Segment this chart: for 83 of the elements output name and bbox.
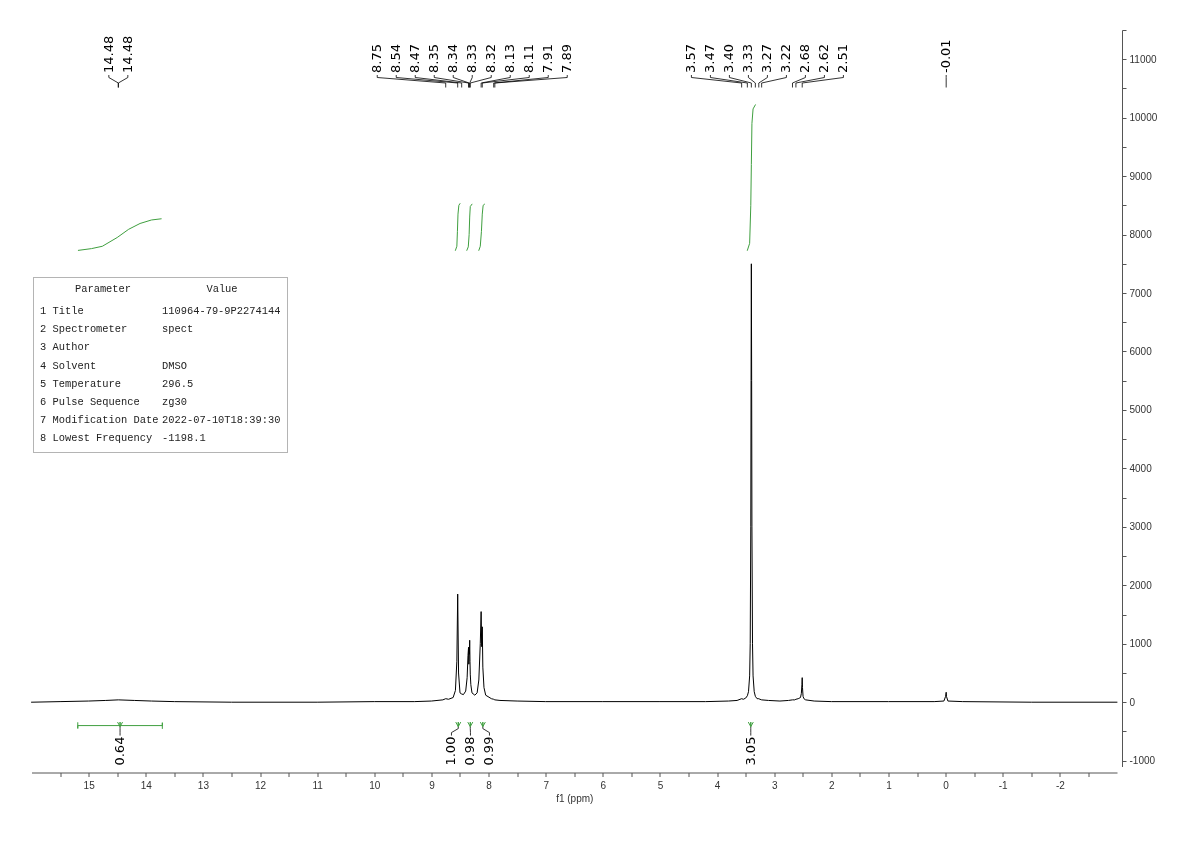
x-tick-label: 7 [543,780,550,791]
x-tick-label: 14 [140,780,153,791]
annotation: 8.35 [426,44,442,73]
annotation: Value [205,283,239,295]
x-tick-label: -2 [1055,780,1066,791]
annotation: 8.11 [521,44,537,73]
annotation: 8.34 [445,44,461,73]
x-tick-label: 9 [429,780,436,791]
y-tick-label: 7000 [1129,287,1153,299]
annotation: 8.33 [464,44,480,73]
annotation: 0.99 [481,736,497,766]
x-tick-label: 11 [312,780,324,791]
x-tick-label: 10 [369,780,381,791]
category-label: 2 Spectrometer [40,323,128,336]
annotation: 2.62 [816,44,832,73]
text: zg30 [162,396,187,408]
category-label: 3 Author [40,341,90,354]
y-tick-label: 4000 [1129,462,1153,474]
category-label: 7 Modification Date [40,414,159,427]
annotation: 3.40 [721,44,737,73]
annotation: 8.75 [369,44,385,73]
annotation: 8.32 [483,44,499,73]
line-series [746,104,756,251]
y-tick-label: 3000 [1129,521,1153,533]
annotation: Parameter [73,283,133,295]
y-tick-label: 6000 [1129,345,1153,357]
line-series [478,203,486,251]
x-tick-label: 4 [714,780,721,791]
annotation: 3.33 [740,44,756,73]
annotation: 8.47 [407,44,423,73]
text: spect [162,323,194,336]
annotation: 3.05 [742,736,758,766]
line-series [31,263,1118,703]
y-tick-label: 11000 [1129,53,1157,65]
y-tick-label: 2000 [1129,579,1153,591]
annotation: 3.22 [778,44,794,73]
annotation: 7.89 [559,44,575,73]
text: 110964-79-9P2274144 [162,305,281,317]
annotation: 8.13 [502,44,518,73]
annotation: 2.68 [797,44,813,73]
x-tick-label: 13 [197,780,210,791]
y-tick-label: 0 [1129,696,1136,708]
annotation: 14.48 [100,35,116,73]
category-label: 5 Temperature [40,377,122,390]
x-tick-label: 2 [829,780,836,791]
x-axis-title: f1 (ppm) [556,793,594,804]
x-tick-label: -1 [998,780,1009,791]
x-tick-label: 8 [486,780,493,791]
annotation: 0.64 [112,736,128,766]
line-series [454,203,461,251]
annotation: -0.01 [938,39,954,73]
category-label: 1 Title [40,305,84,317]
x-tick-label: 12 [254,780,267,791]
y-tick-label: 9000 [1129,170,1153,182]
text: 296.5 [162,377,194,390]
annotation: 3.47 [702,44,718,73]
y-tick-label: 8000 [1129,229,1153,241]
annotation: 3.27 [759,44,775,73]
y-tick-label: 10000 [1129,112,1158,124]
x-tick-label: 0 [943,780,950,791]
category-label: 6 Pulse Sequence [40,396,140,408]
x-tick-label: 6 [600,780,607,791]
line-series [77,218,162,251]
x-tick-label: 15 [83,780,96,791]
annotation: 3.57 [683,44,699,73]
text: DMSO [162,359,187,372]
annotation: 2.51 [835,44,851,73]
y-tick-label: 5000 [1129,404,1153,416]
annotation: 8.54 [388,44,404,73]
text: -1198.1 [162,432,206,445]
y-tick-label: 1000 [1129,638,1153,650]
x-tick-label: 1 [886,780,893,791]
annotation: 7.91 [540,44,556,73]
annotation: 14.48 [119,35,135,73]
x-tick-label: 5 [657,780,664,791]
annotation: 0.98 [462,736,478,766]
text: 2022-07-10T18:39:30 [162,414,281,427]
y-tick-label: -1000 [1129,755,1156,767]
x-tick-label: 3 [771,780,778,791]
annotation: 1.00 [443,736,459,766]
category-label: 4 Solvent [40,359,97,372]
category-label: 8 Lowest Frequency [40,432,153,445]
line-series [466,203,473,251]
